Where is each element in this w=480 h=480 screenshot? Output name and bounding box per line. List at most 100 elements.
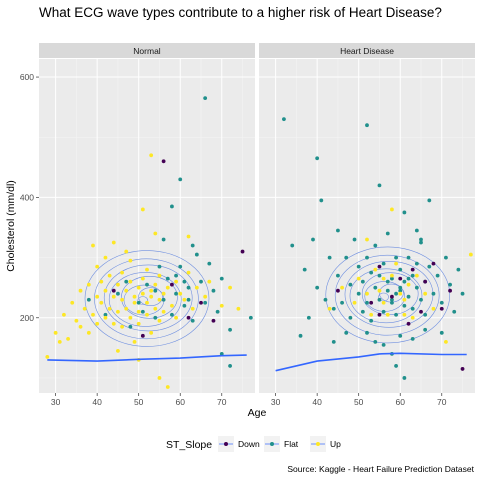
data-point-flat — [402, 279, 407, 284]
data-point-flat — [398, 285, 403, 290]
data-point-up — [95, 294, 100, 299]
data-point-flat — [452, 309, 457, 314]
data-point-flat — [315, 285, 320, 290]
data-point-down — [423, 279, 428, 284]
data-point-flat — [302, 267, 307, 272]
data-point-up — [165, 285, 170, 290]
data-point-flat — [373, 339, 378, 344]
data-point-flat — [365, 123, 369, 128]
data-point-flat — [356, 291, 361, 296]
data-point-flat — [377, 273, 382, 278]
data-point-flat — [182, 303, 187, 308]
data-point-flat — [439, 300, 444, 305]
data-point-flat — [448, 282, 452, 287]
data-point-down — [170, 282, 174, 287]
data-point-flat — [385, 279, 390, 284]
data-point-up — [120, 324, 124, 329]
data-point-flat — [331, 306, 336, 311]
data-point-flat — [290, 243, 295, 248]
data-point-up — [91, 312, 95, 317]
chart-title: What ECG wave types contribute to a high… — [39, 5, 442, 20]
data-point-up — [111, 321, 116, 326]
data-point-up — [377, 288, 382, 293]
data-point-up — [373, 267, 378, 272]
data-point-down — [111, 288, 116, 293]
legend-swatch-down — [224, 442, 228, 446]
data-point-up — [111, 294, 116, 299]
x-ticks-heart-disease: 30 40 50 60 70 — [271, 393, 447, 407]
data-point-flat — [282, 117, 286, 122]
data-point-up — [414, 273, 419, 278]
data-point-down — [448, 288, 452, 293]
data-point-up — [157, 376, 162, 380]
data-point-up — [78, 288, 83, 293]
data-point-flat — [190, 243, 195, 248]
x-tick-label: 50 — [354, 397, 364, 407]
data-point-flat — [190, 318, 195, 323]
y-axis-title: Cholesterol (mm/dl) — [5, 180, 17, 272]
data-point-down — [199, 300, 203, 305]
data-point-up — [136, 321, 141, 326]
data-point-up — [132, 294, 137, 299]
data-point-flat — [207, 261, 212, 266]
facet-panel-normal: Normal 30 40 50 60 70 — [39, 43, 255, 407]
data-point-flat — [394, 364, 398, 368]
data-point-flat — [394, 312, 398, 317]
data-point-flat — [186, 297, 191, 302]
data-point-up — [86, 330, 91, 335]
data-point-up — [165, 385, 170, 389]
data-point-up — [174, 315, 178, 320]
data-point-up — [95, 321, 100, 326]
density-contour — [349, 268, 423, 324]
data-point-up — [145, 267, 149, 272]
data-point-up — [444, 339, 448, 344]
data-point-up — [398, 291, 403, 296]
density-contour — [334, 254, 440, 336]
data-point-flat — [373, 243, 378, 248]
data-point-up — [116, 309, 120, 314]
x-tick-label: 60 — [175, 397, 185, 407]
data-point-flat — [116, 291, 120, 296]
data-point-up — [327, 306, 332, 311]
data-point-up — [128, 315, 133, 320]
data-point-flat — [390, 297, 394, 302]
data-point-flat — [331, 339, 336, 344]
data-point-flat — [86, 297, 91, 302]
data-point-up — [236, 306, 241, 311]
data-point-down — [406, 321, 411, 326]
data-point-flat — [203, 96, 208, 101]
data-point-up — [431, 306, 436, 311]
data-point-flat — [336, 228, 340, 233]
data-point-down — [431, 261, 436, 266]
data-point-down — [410, 267, 415, 272]
data-point-up — [219, 303, 224, 308]
data-point-up — [385, 312, 390, 317]
data-point-down — [377, 264, 382, 269]
data-point-up — [74, 318, 79, 323]
data-point-flat — [360, 309, 365, 314]
data-point-up — [365, 237, 369, 242]
data-point-flat — [394, 255, 398, 260]
data-point-flat — [174, 291, 178, 296]
data-point-up — [468, 252, 473, 257]
data-point-flat — [410, 336, 415, 341]
x-tick-label: 50 — [134, 397, 144, 407]
data-point-down — [439, 306, 444, 311]
data-point-flat — [398, 333, 403, 338]
data-point-flat — [398, 267, 403, 272]
data-point-flat — [365, 330, 369, 335]
data-point-up — [182, 297, 187, 302]
density-contour — [84, 250, 210, 347]
data-point-flat — [369, 318, 374, 323]
data-point-flat — [352, 237, 357, 242]
legend: ST_Slope Down Flat Up — [166, 436, 341, 452]
data-point-up — [161, 309, 166, 314]
y-tick-label: 600 — [20, 72, 34, 82]
data-point-up — [153, 306, 158, 311]
data-point-up — [161, 291, 166, 296]
data-point-up — [145, 300, 149, 305]
x-tick-label: 30 — [51, 397, 61, 407]
legend-title: ST_Slope — [166, 439, 212, 451]
data-point-flat — [103, 312, 108, 317]
data-point-up — [124, 288, 129, 293]
